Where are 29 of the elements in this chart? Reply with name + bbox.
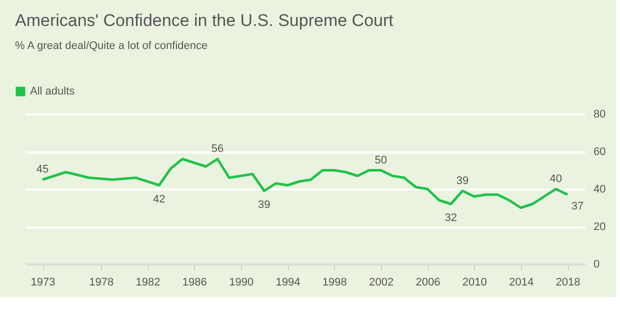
chart-title: Americans' Confidence in the U.S. Supreme Court (15, 11, 394, 30)
annotation: 40 (550, 173, 562, 185)
x-tick-label: 1982 (136, 276, 160, 288)
annotation: 39 (258, 198, 270, 211)
x-tick-label: 2002 (369, 276, 394, 288)
annotation: 45 (36, 164, 49, 176)
x-tick-label: 2018 (556, 276, 580, 288)
y-tick-label: 20 (594, 221, 606, 233)
annotation: 37 (571, 200, 584, 213)
annotation: 39 (456, 174, 469, 187)
x-tick-label: 1998 (322, 276, 347, 288)
annotation: 42 (153, 193, 166, 206)
x-tick-label: 1978 (89, 276, 114, 288)
x-tick-label: 2010 (462, 276, 487, 288)
x-tick-label: 2006 (416, 276, 440, 288)
x-tick-label: 1994 (276, 276, 300, 288)
y-tick-label: 0 (594, 258, 600, 270)
legend-label: All adults (30, 86, 76, 98)
chart-subtitle: % A great deal/Quite a lot of confidence (15, 40, 208, 52)
y-tick-label: 40 (594, 184, 606, 196)
annotation: 32 (444, 212, 457, 224)
x-tick-label: 1973 (30, 276, 56, 288)
y-tick-label: 80 (594, 108, 606, 120)
annotation: 50 (374, 154, 387, 166)
x-tick-label: 1986 (182, 276, 207, 288)
x-tick-label: 2014 (509, 276, 534, 288)
annotation: 56 (211, 143, 224, 155)
y-tick-label: 60 (594, 146, 606, 158)
x-tick-label: 1990 (229, 276, 254, 288)
